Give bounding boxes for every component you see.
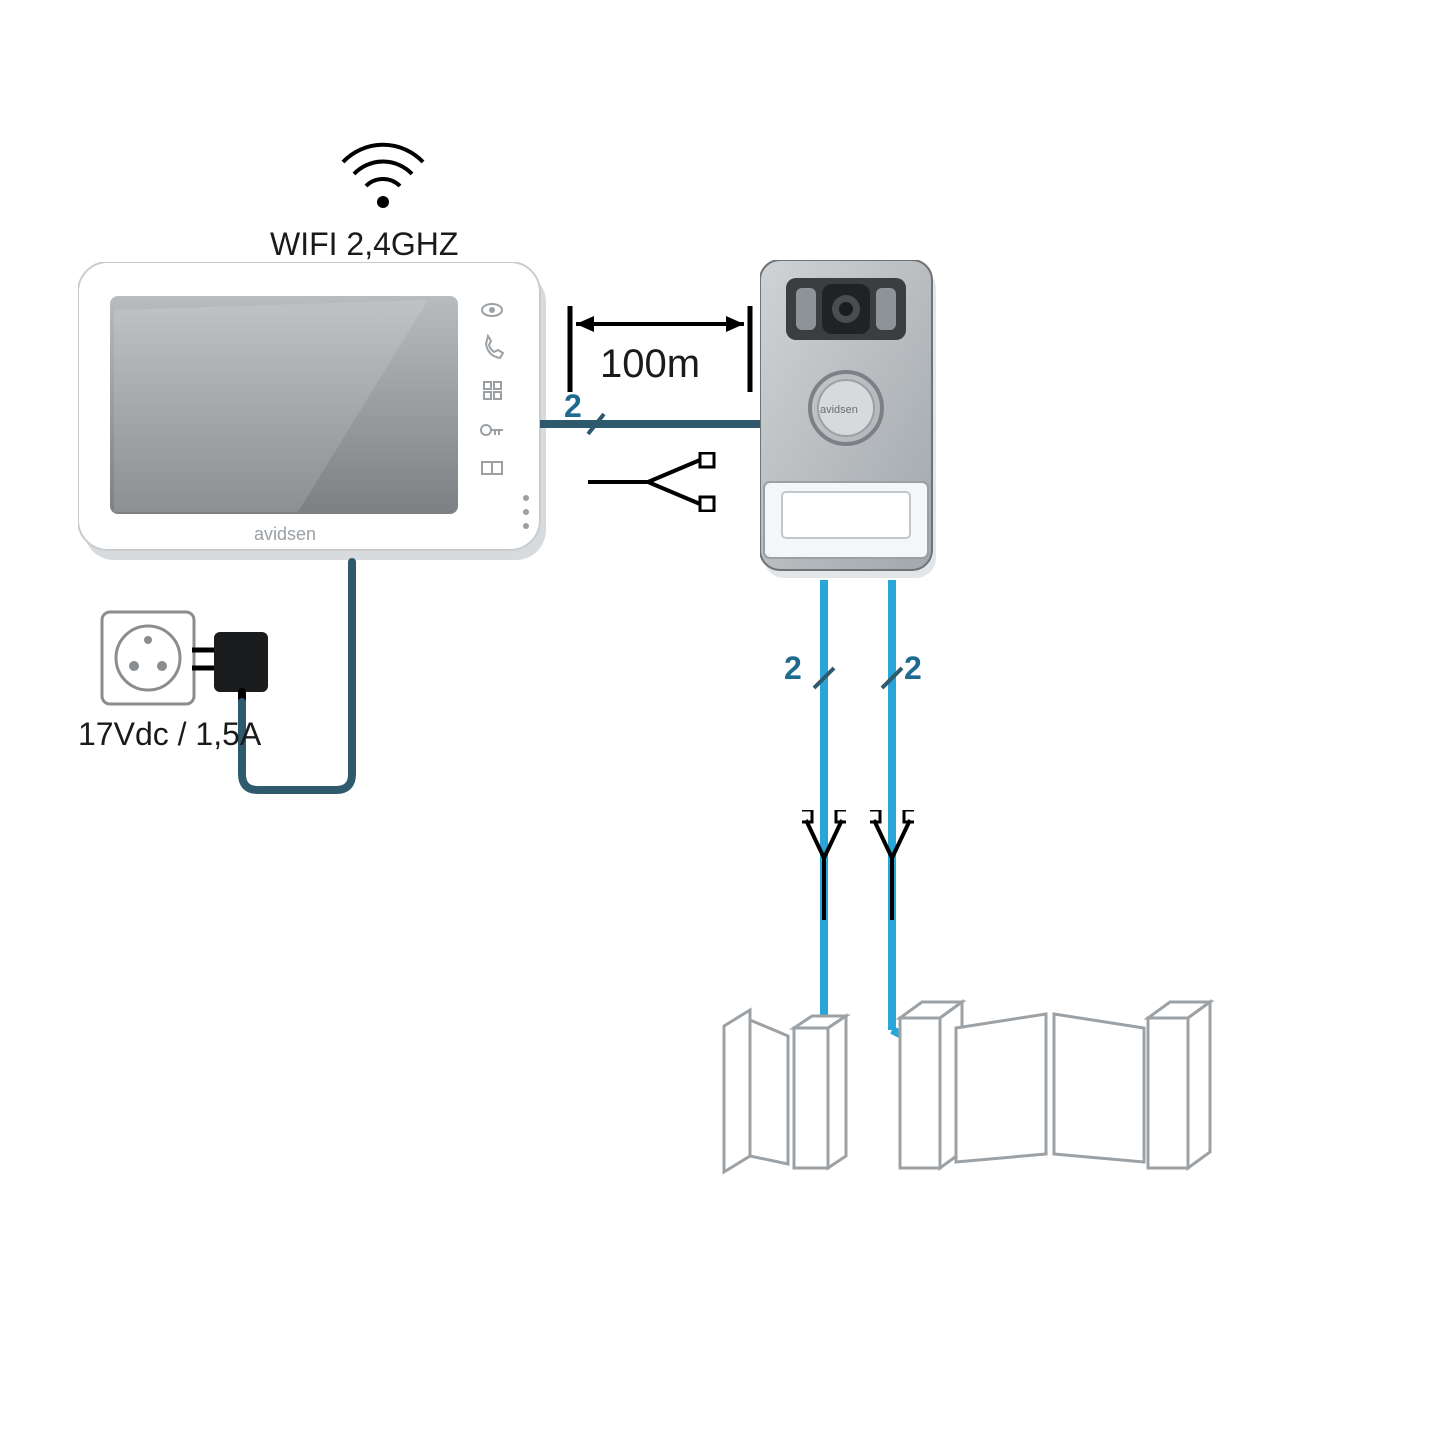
power-label: 17Vdc / 1,5A [78, 716, 261, 753]
wiring-diagram: WIFI 2,4GHZ [0, 0, 1445, 1445]
gate-large-icon [896, 992, 1216, 1182]
gate-small-icon [720, 1006, 870, 1176]
